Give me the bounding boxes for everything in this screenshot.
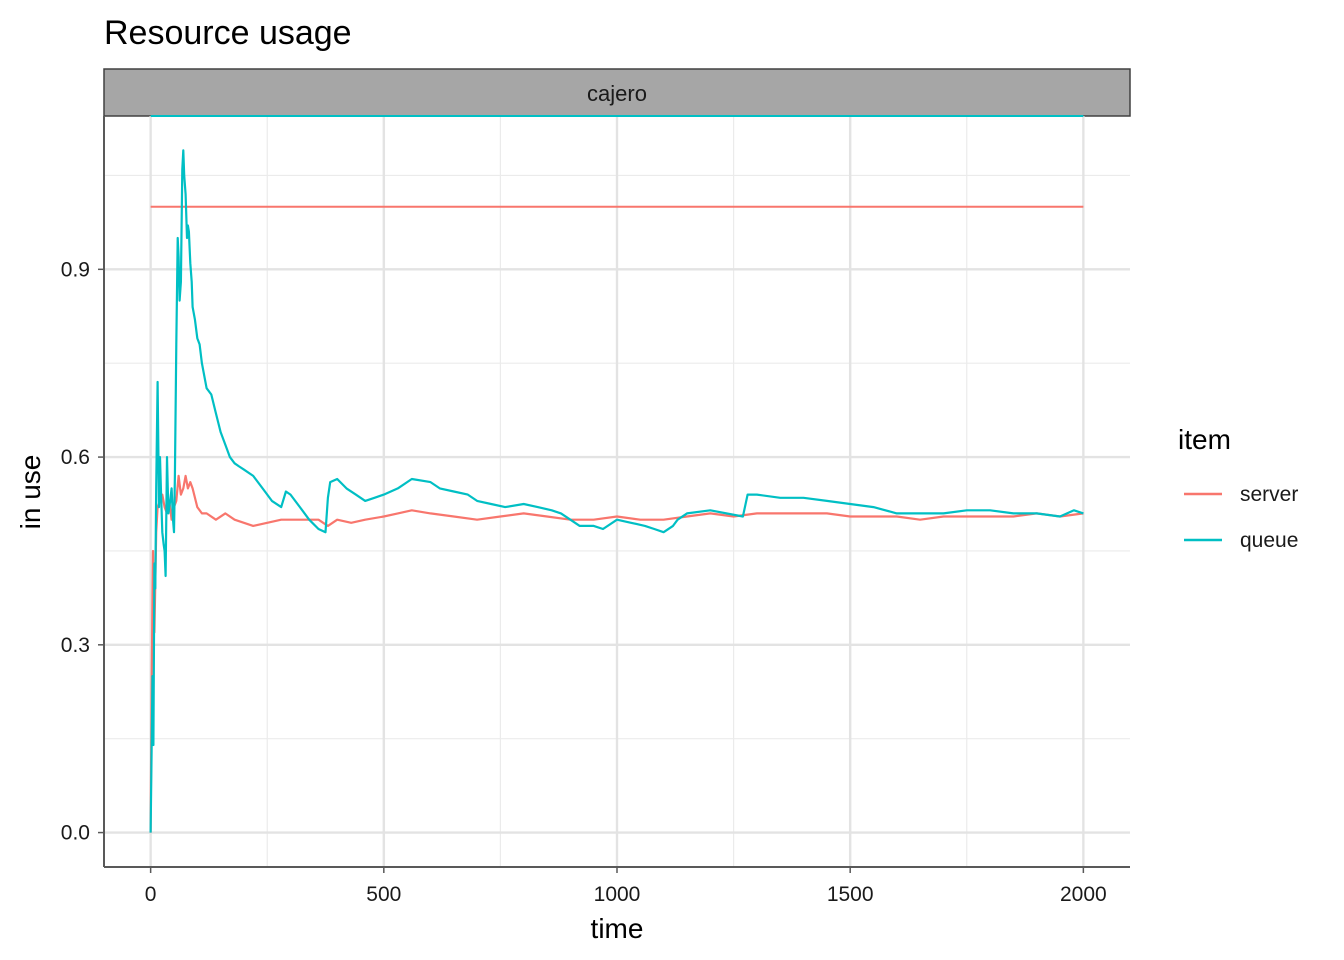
chart-title: Resource usage — [104, 14, 352, 52]
x-tick-label: 0 — [145, 883, 157, 906]
facet-strip-label: cajero — [587, 81, 647, 106]
y-axis-ticks: 0.0 0.3 0.6 0.9 — [61, 258, 104, 845]
y-tick-label: 0.9 — [61, 258, 90, 281]
y-tick-label: 0.0 — [61, 822, 90, 845]
x-tick-label: 1500 — [827, 883, 874, 906]
facet-strip — [103, 68, 1131, 117]
x-tick-label: 1000 — [594, 883, 641, 906]
x-axis-ticks: 0 500 1000 1500 2000 — [145, 867, 1107, 906]
x-tick-label: 500 — [366, 883, 401, 906]
gridlines — [104, 116, 1130, 867]
y-axis-title: in use — [15, 455, 46, 530]
y-tick-label: 0.6 — [61, 446, 90, 469]
legend: item server queue — [1178, 424, 1298, 552]
x-tick-label: 2000 — [1060, 883, 1107, 906]
legend-label-server: server — [1240, 483, 1298, 506]
legend-label-queue: queue — [1240, 529, 1298, 552]
y-tick-label: 0.3 — [61, 634, 90, 657]
legend-title: item — [1178, 424, 1231, 455]
x-axis-title: time — [591, 913, 644, 944]
series-line-queue — [149, 149, 1084, 833]
capacity-lines — [150, 115, 1084, 208]
series-lines — [149, 149, 1084, 833]
